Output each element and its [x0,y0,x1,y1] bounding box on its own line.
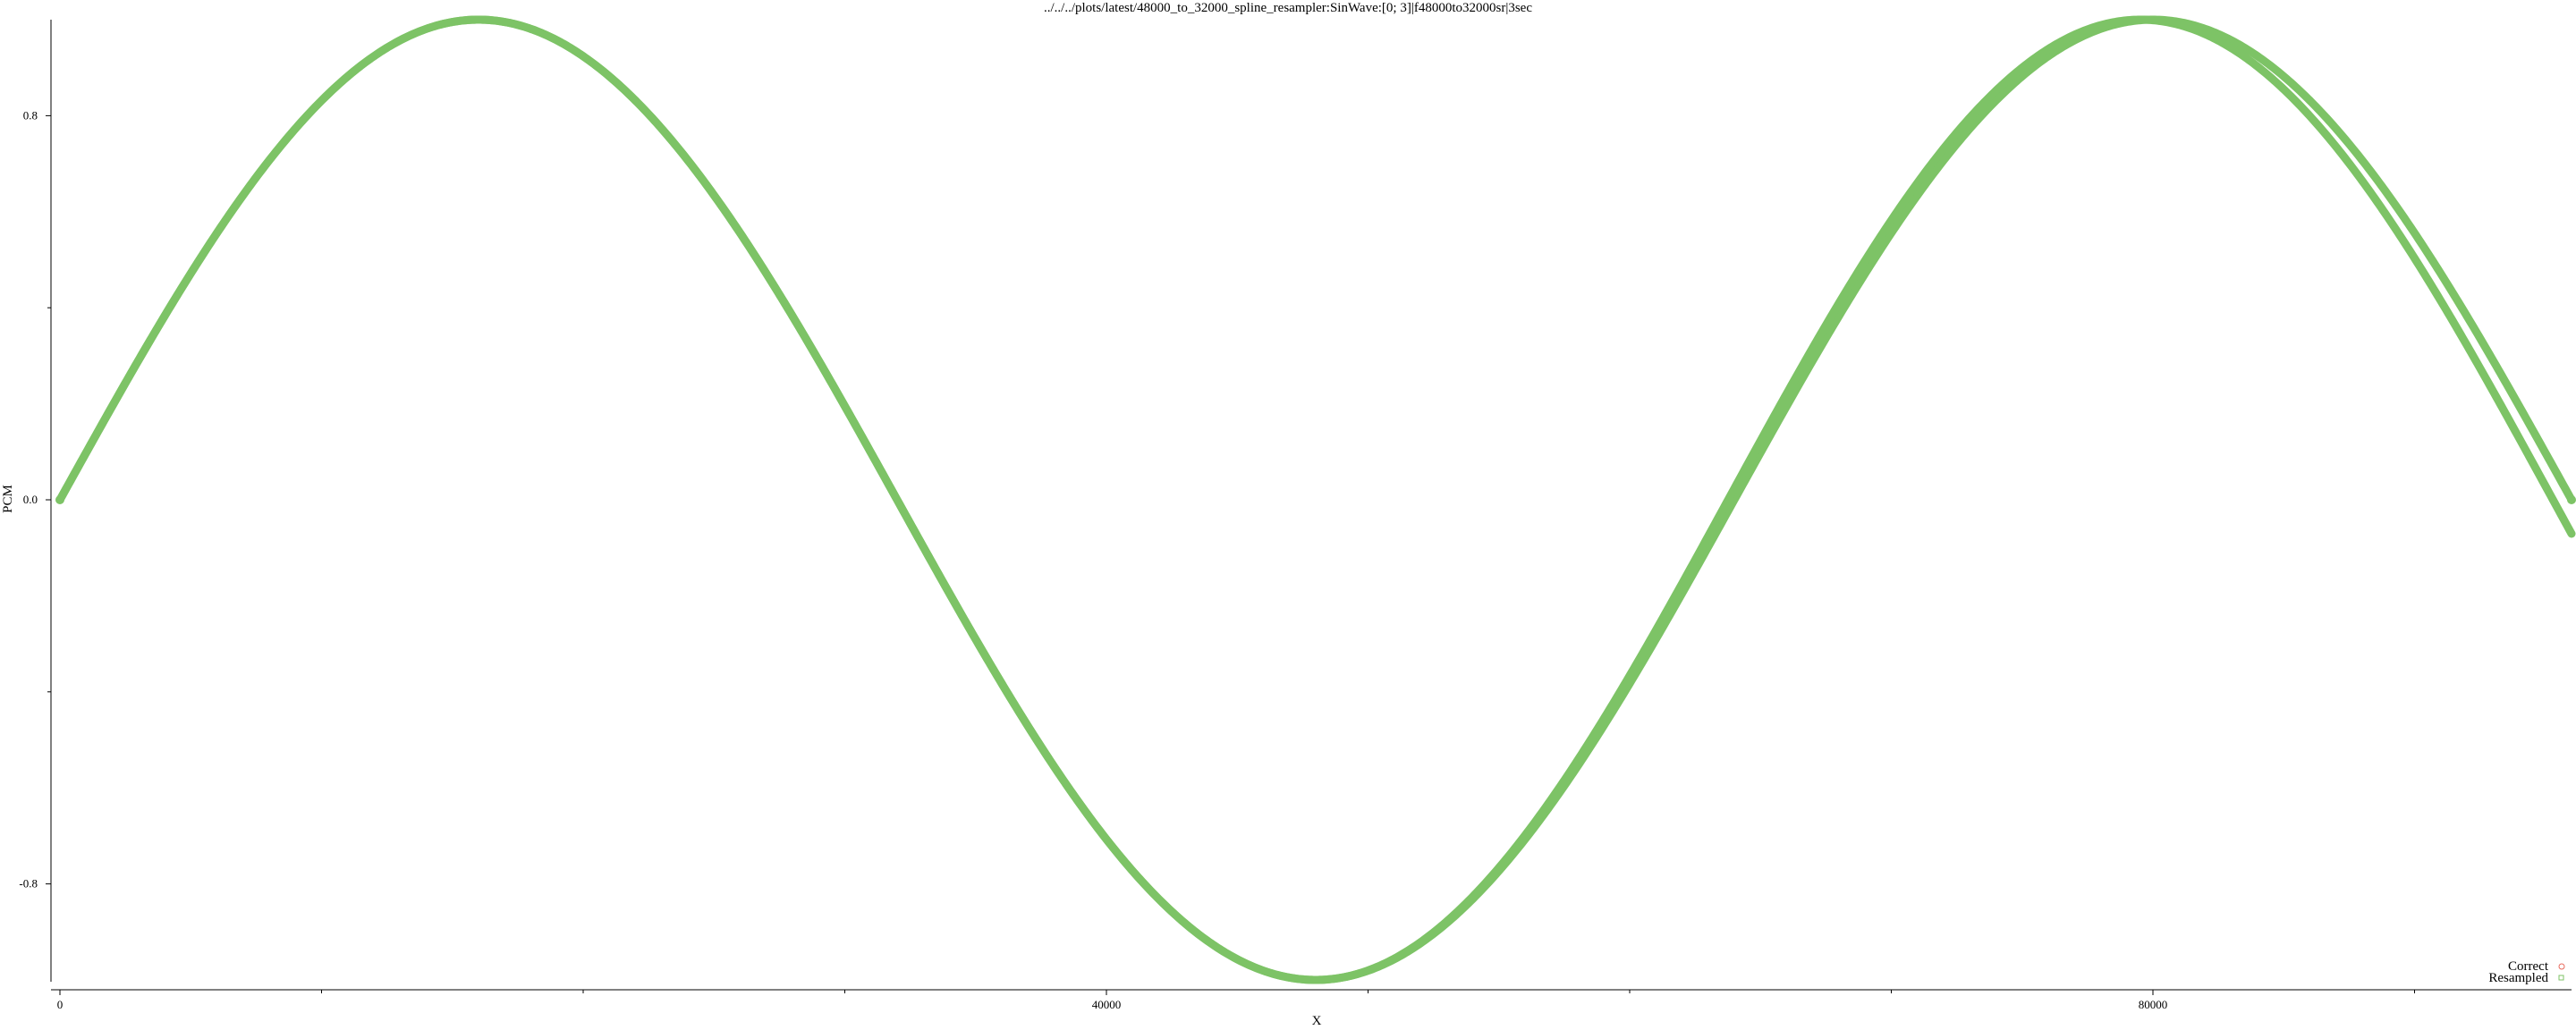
y-axis-label: PCM [1,485,15,513]
x-axis-label: X [1312,1014,1322,1028]
y-tick-label: 0.8 [23,108,38,122]
x-tick-label: 0 [57,998,64,1011]
legend-label-resampled: Resampled [2488,971,2548,985]
y-tick-label: 0.0 [23,493,38,506]
tick-group: 0 40000 80000 0.8 0.0 -0.8 [19,108,2415,1011]
x-tick-label: 80000 [2139,998,2168,1011]
series-resampled-end-point [2567,495,2576,504]
legend-label-correct: Correct [2508,959,2549,974]
series-correct-trace [58,18,2573,982]
series-resampled-spread [55,15,2576,984]
series-resampled-start-point [55,495,64,504]
x-tick-label: 40000 [1092,998,1122,1011]
chart-title: ../../../plots/latest/48000_to_32000_spl… [1044,1,1532,15]
legend: Correct Resampled [2488,959,2565,985]
y-tick-label: -0.8 [19,877,38,891]
axes [50,20,2572,991]
legend-marker-correct [2558,963,2565,970]
legend-marker-resampled [2558,975,2564,981]
plot-area [55,15,2576,984]
series-resampled-trace [55,15,2576,984]
